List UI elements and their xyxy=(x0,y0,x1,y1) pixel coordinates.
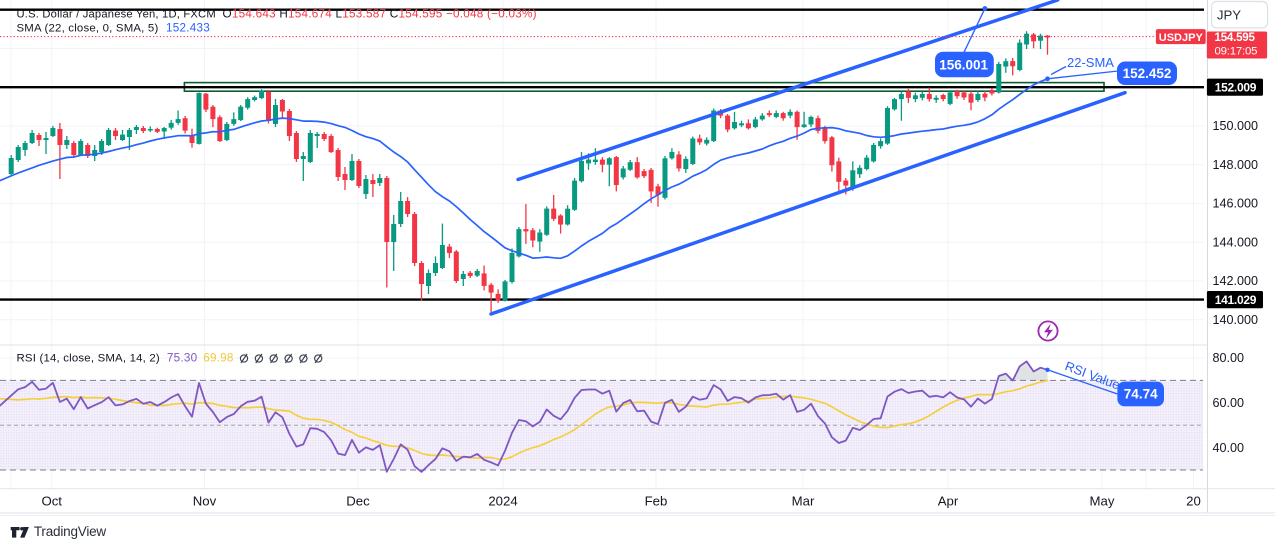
svg-text:Mar: Mar xyxy=(792,493,815,508)
svg-text:RSI (14, close, SMA, 14, 2): RSI (14, close, SMA, 14, 2) xyxy=(17,353,160,365)
svg-text:2024: 2024 xyxy=(488,493,517,508)
svg-text:154.595: 154.595 xyxy=(1215,31,1256,44)
svg-text:JPY: JPY xyxy=(1217,7,1241,22)
svg-text:140.000: 140.000 xyxy=(1213,313,1259,327)
svg-text:20: 20 xyxy=(1186,493,1201,508)
svg-text:142.000: 142.000 xyxy=(1213,274,1259,288)
svg-text:75.30: 75.30 xyxy=(167,352,198,365)
svg-text:Dec: Dec xyxy=(346,493,370,508)
svg-text:69.98: 69.98 xyxy=(203,352,234,365)
svg-text:146.000: 146.000 xyxy=(1213,197,1259,211)
svg-text:152.433: 152.433 xyxy=(166,22,210,35)
svg-text:22-SMA: 22-SMA xyxy=(1067,55,1114,70)
svg-text:152.452: 152.452 xyxy=(1123,66,1172,81)
svg-text:152.009: 152.009 xyxy=(1215,81,1257,95)
svg-text:Nov: Nov xyxy=(193,493,217,508)
svg-text:O154.643 H154.674 L153.587: O154.643 H154.674 L153.587 C154.595 −0.0… xyxy=(223,8,537,21)
svg-text:150.000: 150.000 xyxy=(1213,119,1259,133)
svg-text:60.00: 60.00 xyxy=(1213,396,1245,410)
svg-text:U.S. Dollar / Japanese Yen, 1D: U.S. Dollar / Japanese Yen, 1D, FXCM xyxy=(17,9,216,21)
svg-text:141.029: 141.029 xyxy=(1215,293,1257,307)
svg-text:Oct: Oct xyxy=(41,493,62,508)
svg-text:74.74: 74.74 xyxy=(1124,387,1158,402)
svg-text:Feb: Feb xyxy=(645,493,668,508)
svg-text:May: May xyxy=(1090,493,1115,508)
svg-text:144.000: 144.000 xyxy=(1213,235,1259,249)
svg-text:40.00: 40.00 xyxy=(1213,441,1245,455)
svg-text:USDJPY: USDJPY xyxy=(1159,32,1204,44)
svg-text:SMA (22, close, 0, SMA, 5): SMA (22, close, 0, SMA, 5) xyxy=(17,23,159,35)
svg-text:148.000: 148.000 xyxy=(1213,158,1259,172)
svg-text:Apr: Apr xyxy=(938,493,959,508)
svg-text:TradingView: TradingView xyxy=(34,524,107,539)
svg-text:09:17:05: 09:17:05 xyxy=(1215,45,1258,57)
svg-text:156.001: 156.001 xyxy=(939,58,988,73)
svg-text:80.00: 80.00 xyxy=(1213,351,1245,365)
